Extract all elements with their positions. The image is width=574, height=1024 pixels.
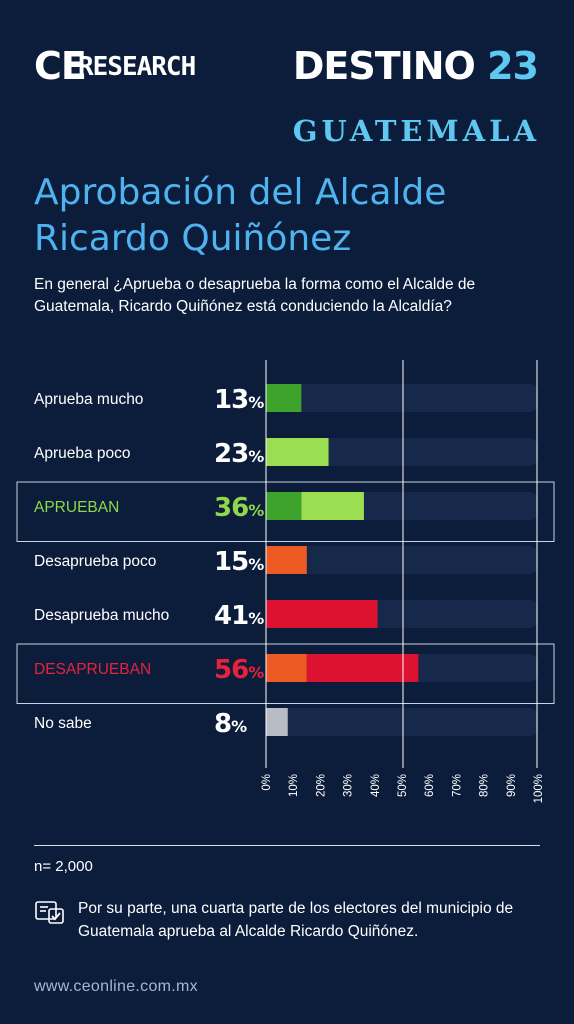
category-label: Aprueba mucho <box>34 391 143 408</box>
tick-label: 90% <box>506 774 518 797</box>
footnote-text: Por su parte, una cuarta parte de los el… <box>78 900 514 940</box>
region-label: GUATEMALA <box>292 114 540 148</box>
destino-number: 23 <box>487 44 539 88</box>
category-label: Aprueba poco <box>34 445 131 462</box>
value-number: 8 <box>214 709 231 739</box>
category-label: DESAPRUEBAN <box>34 661 151 678</box>
tick-label: 70% <box>451 774 463 797</box>
category-label: Desaprueba poco <box>34 553 156 570</box>
value-label: 56% <box>214 655 264 685</box>
value-label: 8% <box>214 709 247 739</box>
divider <box>34 845 540 846</box>
value-number: 56 <box>214 655 248 685</box>
value-label: 41% <box>214 601 264 631</box>
value-percent: % <box>248 501 264 520</box>
bar-segment <box>266 654 307 682</box>
ballot-icon <box>35 901 64 924</box>
value-percent: % <box>231 717 247 736</box>
value-number: 23 <box>214 439 248 469</box>
tick-label: 100% <box>533 774 545 803</box>
bar-segment <box>266 438 329 466</box>
ce-logo-mark: CE <box>34 44 87 88</box>
bar-track <box>266 546 538 574</box>
tick-label: 80% <box>479 774 491 797</box>
website-link[interactable]: www.ceonline.com.mx <box>34 978 198 995</box>
value-percent: % <box>248 447 264 466</box>
value-label: 36% <box>214 493 264 523</box>
bar-segment <box>266 384 302 412</box>
value-percent: % <box>248 609 264 628</box>
total-highlight-box <box>16 643 555 704</box>
sample-size: n= 2,000 <box>34 858 93 875</box>
total-highlight-box <box>16 481 555 542</box>
bar-segment <box>266 708 288 736</box>
value-number: 15 <box>214 547 248 577</box>
bar-track <box>266 438 538 466</box>
bar-segment <box>306 654 419 682</box>
category-label: Desaprueba mucho <box>34 607 169 624</box>
value-label: 13% <box>214 385 264 415</box>
category-label: APRUEBAN <box>34 499 119 516</box>
research-logo-text: RESEARCH <box>78 52 196 82</box>
value-percent: % <box>248 555 264 574</box>
chart-title: Aprobación del Alcalde Ricardo Quiñónez <box>34 172 447 259</box>
destino-word: DESTINO <box>292 44 476 88</box>
bar-segment <box>266 492 302 520</box>
value-number: 36 <box>214 493 248 523</box>
bar-track <box>266 384 538 412</box>
approval-bar-chart: Aprueba mucho 13% Aprueba poco 23% APRUEBAN 3… <box>16 360 555 803</box>
survey-question: En general ¿Aprueba o desaprueba la form… <box>34 276 476 315</box>
category-label: No sabe <box>34 715 92 732</box>
value-number: 41 <box>214 601 248 631</box>
bar-segment <box>266 600 378 628</box>
value-label: 15% <box>214 547 264 577</box>
value-percent: % <box>248 393 264 412</box>
destino-logo: DESTINO 23 <box>292 44 539 88</box>
bar-track <box>266 708 538 736</box>
bar-segment <box>301 492 364 520</box>
value-percent: % <box>248 663 264 682</box>
tick-label: 30% <box>343 774 355 797</box>
bar-segment <box>266 546 307 574</box>
tick-label: 40% <box>370 774 382 797</box>
tick-label: 0% <box>261 774 273 791</box>
tick-label: 60% <box>424 774 436 797</box>
value-label: 23% <box>214 439 264 469</box>
tick-label: 10% <box>288 774 300 797</box>
value-number: 13 <box>214 385 248 415</box>
tick-label: 50% <box>397 774 409 797</box>
tick-label: 20% <box>315 774 327 797</box>
